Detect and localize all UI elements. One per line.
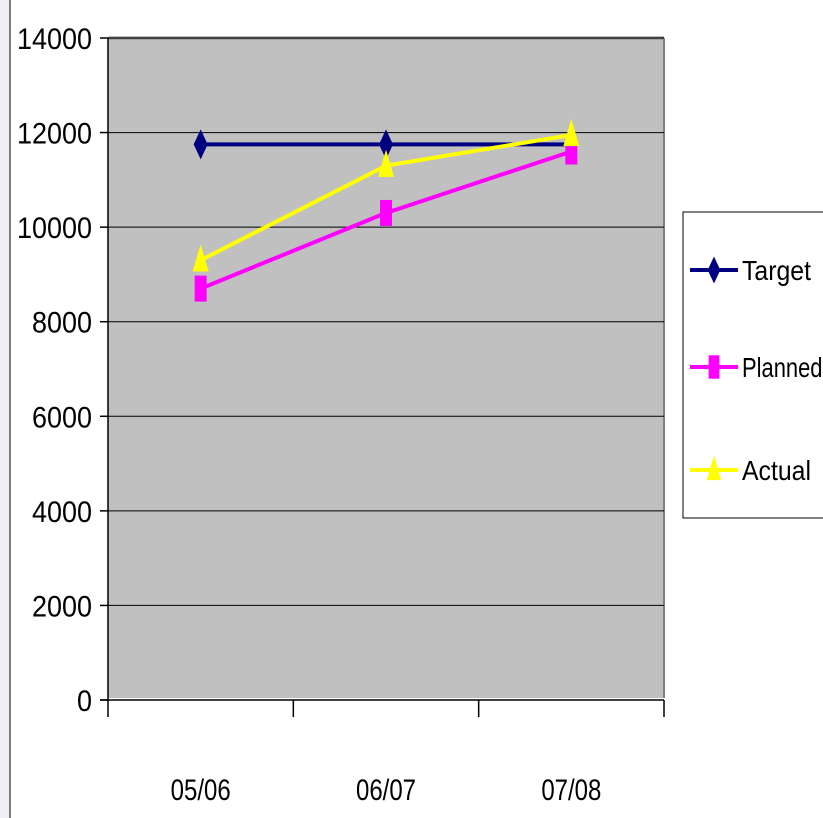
diamond-marker [193, 129, 208, 160]
diamond-marker [707, 256, 721, 284]
triangle-marker [378, 149, 394, 177]
y-tick-label: 10000 [17, 212, 92, 245]
square-marker [194, 275, 207, 302]
y-tick-label: 8000 [32, 307, 92, 340]
triangle-marker [563, 118, 580, 147]
square-marker [380, 199, 392, 226]
y-tick-label: 12000 [17, 118, 92, 151]
triangle-marker [706, 455, 722, 481]
x-tick-label: 07/08 [541, 774, 601, 807]
x-tick-label: 05/06 [171, 774, 231, 807]
y-tick-labels: 0 2000 4000 6000 8000 10000 12000 14000 [17, 23, 92, 718]
legend-label: Planned [742, 352, 823, 383]
diamond-marker [379, 129, 393, 160]
x-tick-labels: 05/06 06/07 07/08 [107, 700, 665, 807]
legend-label: Actual [742, 455, 811, 486]
y-tick-label: 2000 [32, 590, 92, 623]
square-marker [708, 355, 720, 379]
left-edge-strip [0, 0, 10, 818]
x-tick-label: 06/07 [356, 774, 416, 807]
legend-item-planned: Planned [690, 352, 823, 383]
legend-label: Target [742, 255, 811, 286]
legend-item-actual: Actual [690, 455, 811, 486]
triangle-marker [192, 244, 209, 272]
y-tick-label: 14000 [17, 23, 92, 56]
axes [100, 38, 664, 701]
y-tick-label: 0 [77, 685, 92, 718]
y-tick-label: 6000 [32, 401, 92, 434]
series-actual [192, 118, 580, 272]
y-tick-label: 4000 [32, 496, 92, 529]
legend: Target Planned Actual [690, 255, 823, 486]
legend-item-target: Target [690, 255, 811, 286]
series-group [192, 118, 580, 302]
